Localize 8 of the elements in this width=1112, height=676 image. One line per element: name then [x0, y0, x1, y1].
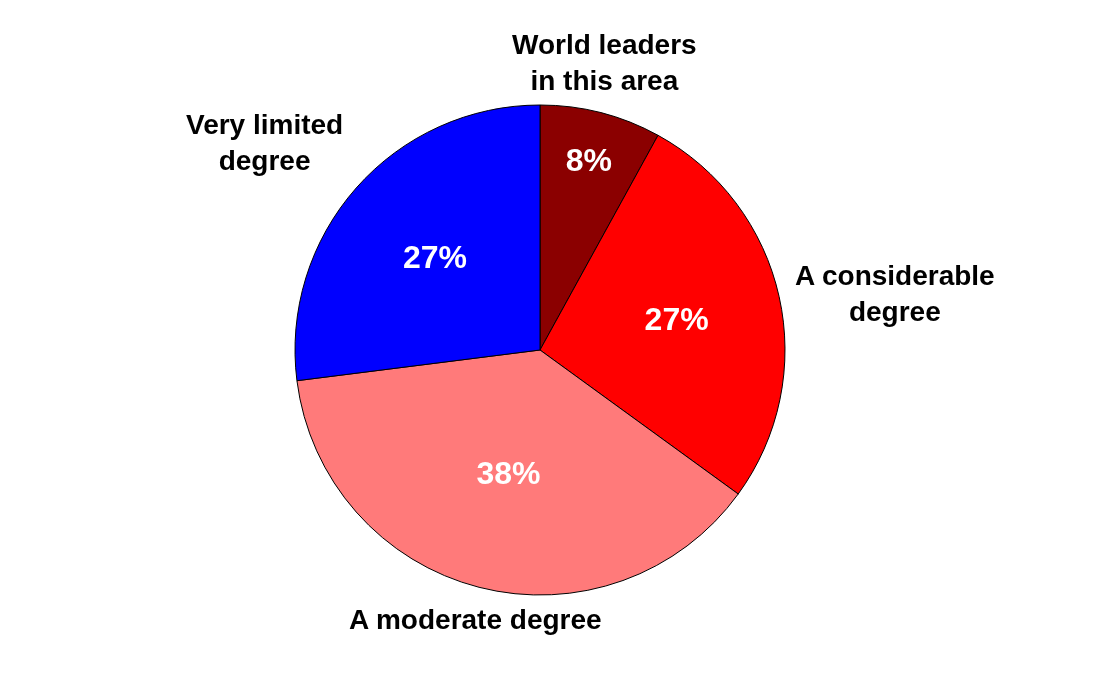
data-label: 38% [476, 454, 541, 491]
data-label: 27% [402, 239, 468, 276]
data-label: 27% [644, 301, 709, 338]
slice-label: Very limited degree [186, 109, 344, 177]
data-label: 8% [565, 141, 612, 178]
slice-label: A considerable degree [795, 260, 995, 328]
slice-label: A moderate degree [349, 604, 602, 635]
slice-label: World leaders in this area [512, 29, 697, 97]
